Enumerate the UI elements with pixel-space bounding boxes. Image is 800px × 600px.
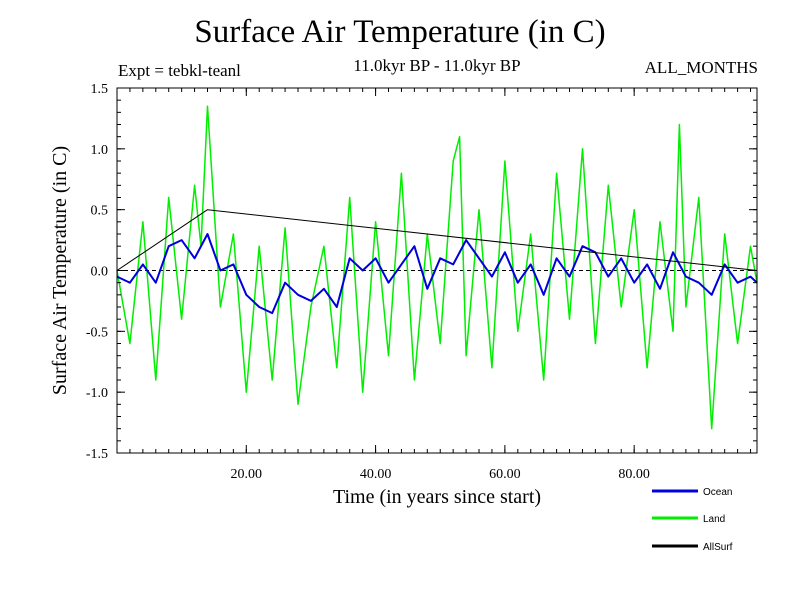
x-tick-label: 40.00 xyxy=(360,467,392,482)
x-tick-label: 20.00 xyxy=(231,467,263,482)
y-tick-label: -1.5 xyxy=(86,447,108,462)
y-tick-label: 0.5 xyxy=(91,204,109,219)
y-axis-label: Surface Air Temperature (in C) xyxy=(49,146,71,395)
legend-label-land: Land xyxy=(703,514,725,525)
x-tick-label: 60.00 xyxy=(489,467,521,482)
y-tick-label: -1.0 xyxy=(86,386,108,401)
experiment-label: Expt = tebkl-teanl xyxy=(118,61,241,80)
series-line-ocean xyxy=(116,233,758,315)
x-axis-label: Time (in years since start) xyxy=(333,486,541,508)
months-label: ALL_MONTHS xyxy=(644,58,758,77)
period-label: 11.0kyr BP - 11.0kyr BP xyxy=(353,56,521,75)
y-tick-label: 1.5 xyxy=(91,82,109,97)
y-tick-label: 1.0 xyxy=(91,143,109,158)
chart-title: Surface Air Temperature (in C) xyxy=(194,14,606,50)
legend-label-ocean: Ocean xyxy=(703,487,732,498)
y-tick-label: 0.0 xyxy=(91,265,109,280)
series-line-land xyxy=(116,105,758,430)
legend-label-allsurf: AllSurf xyxy=(703,542,733,553)
series-line-allsurf xyxy=(116,209,758,271)
x-tick-label: 80.00 xyxy=(618,467,650,482)
plot-frame xyxy=(116,87,758,454)
y-tick-label: -0.5 xyxy=(86,325,108,340)
